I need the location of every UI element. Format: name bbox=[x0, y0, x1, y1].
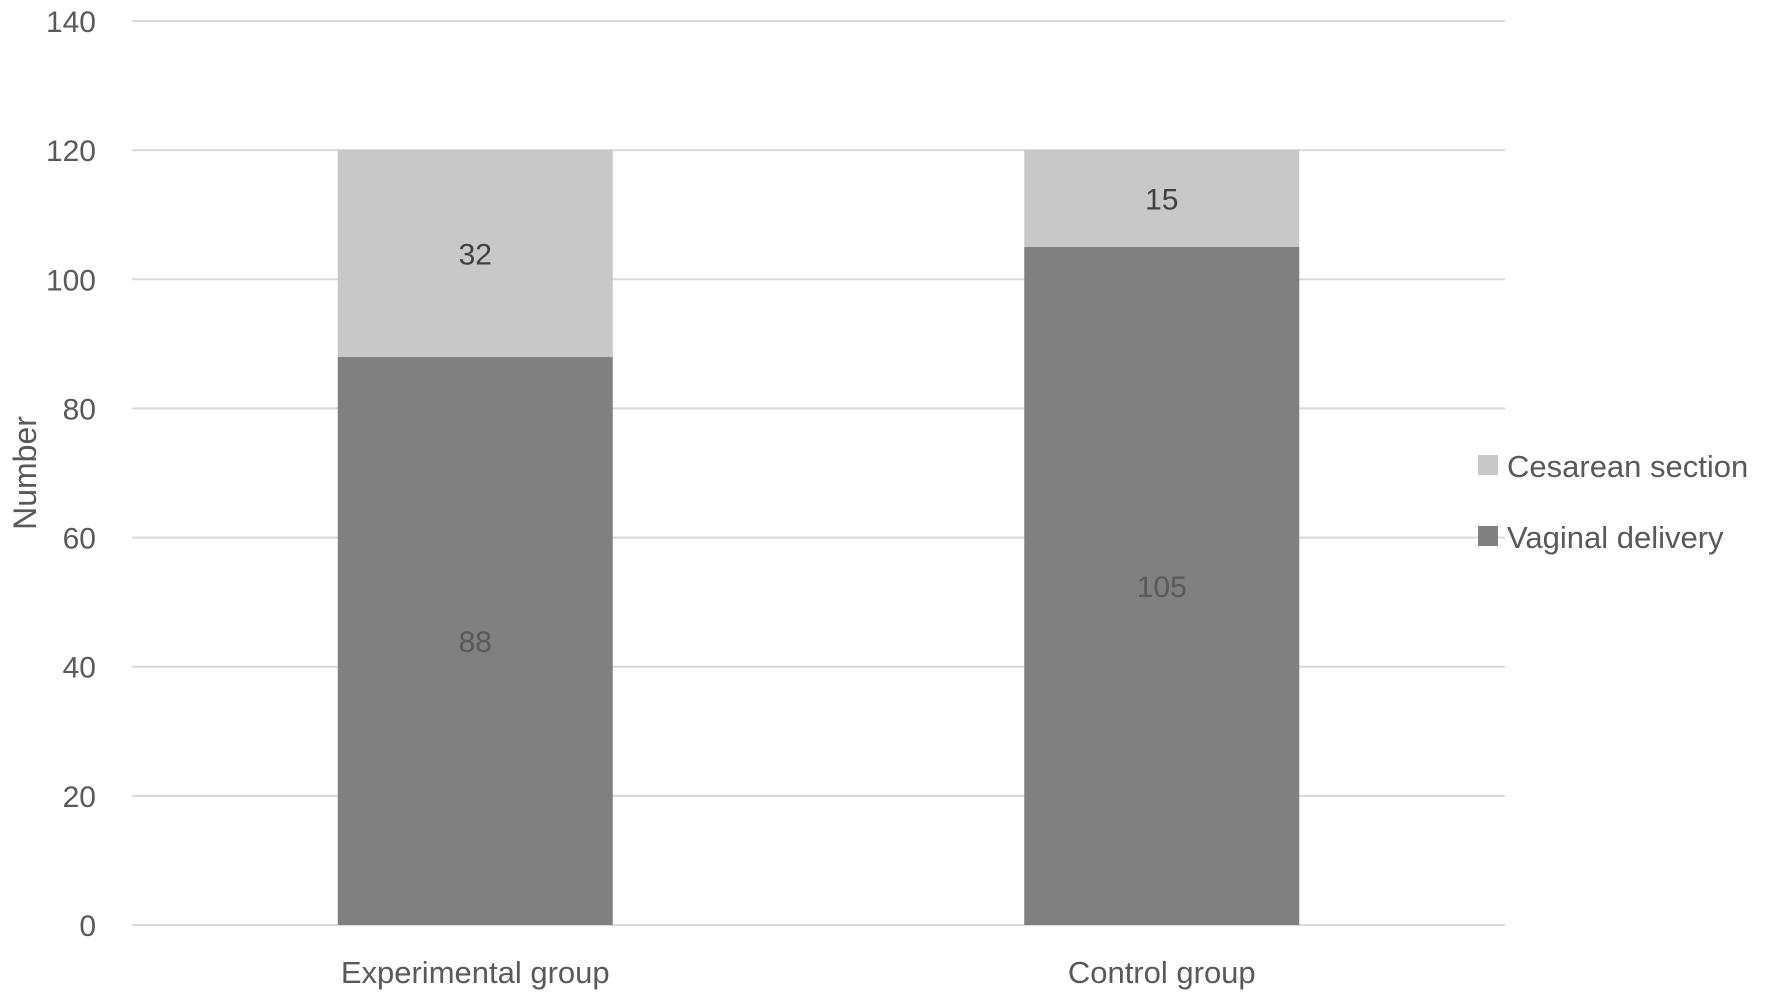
y-tick-label: 20 bbox=[63, 781, 96, 814]
y-tick-label: 100 bbox=[46, 264, 96, 297]
legend-swatch bbox=[1478, 526, 1498, 546]
y-tick-label: 120 bbox=[46, 135, 96, 168]
bar-segment bbox=[1024, 247, 1300, 925]
y-tick-label: 60 bbox=[63, 523, 96, 556]
data-label: 88 bbox=[459, 626, 492, 659]
bar-segment bbox=[337, 150, 613, 357]
x-category-label: Control group bbox=[1068, 955, 1256, 990]
data-label: 32 bbox=[459, 238, 492, 271]
legend-label: Cesarean section bbox=[1507, 449, 1748, 484]
bar-segment bbox=[1024, 150, 1300, 247]
legend: Cesarean section Vaginal delivery bbox=[1478, 449, 1748, 555]
legend-swatch bbox=[1478, 455, 1498, 475]
y-tick-label: 80 bbox=[63, 393, 96, 426]
legend-label: Vaginal delivery bbox=[1507, 520, 1724, 555]
bar-segment bbox=[337, 356, 613, 925]
y-tick-label: 0 bbox=[79, 910, 96, 943]
x-category-label: Experimental group bbox=[341, 955, 610, 990]
y-tick-label: 40 bbox=[63, 652, 96, 685]
x-axis-category-labels: Experimental group Control group bbox=[341, 955, 1256, 990]
data-label: 15 bbox=[1145, 184, 1178, 217]
data-labels: 88 32 105 15 bbox=[459, 184, 1187, 659]
y-axis-title: Number bbox=[7, 416, 43, 530]
y-axis-tick-labels: 0 20 40 60 80 100 120 140 bbox=[46, 6, 96, 943]
bars bbox=[337, 150, 1300, 925]
y-tick-label: 140 bbox=[46, 6, 96, 39]
data-label: 105 bbox=[1137, 571, 1187, 604]
